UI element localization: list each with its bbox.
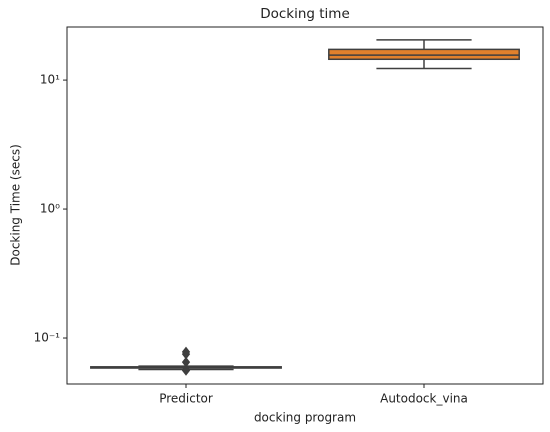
plot-frame bbox=[66, 26, 544, 385]
chart-title: Docking time bbox=[260, 6, 350, 22]
y-axis-label: Docking Time (secs) bbox=[9, 144, 23, 266]
outlier bbox=[181, 365, 191, 376]
box bbox=[328, 48, 520, 61]
y-tick-label: 10¹ bbox=[40, 73, 60, 87]
x-axis-label: docking program bbox=[254, 411, 356, 425]
x-tick-label: Autodock_vina bbox=[380, 392, 468, 406]
x-tick-label: Predictor bbox=[159, 392, 213, 406]
y-tick-label: 10⁰ bbox=[40, 202, 60, 216]
y-tick-label: 10⁻¹ bbox=[34, 331, 61, 345]
